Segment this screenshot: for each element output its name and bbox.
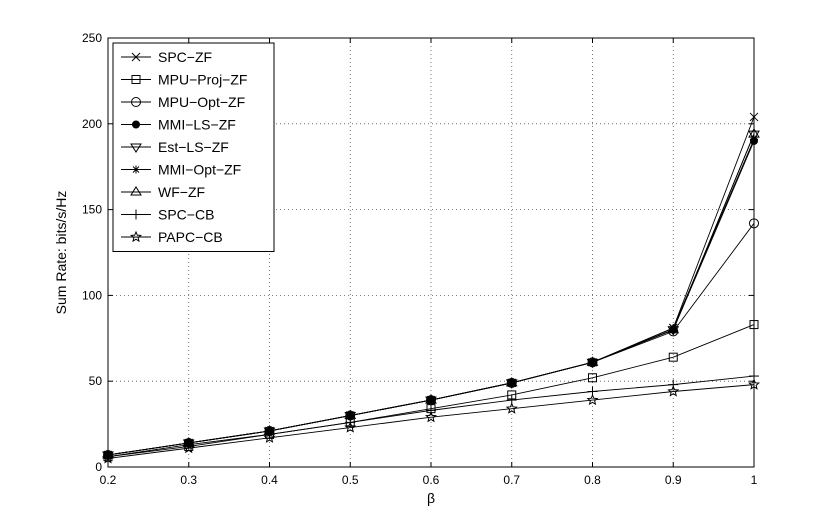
data-point xyxy=(667,323,680,334)
x-tick-label: 0.2 xyxy=(100,473,117,487)
legend-item: WF−ZF xyxy=(121,184,205,200)
y-tick-label: 50 xyxy=(89,374,103,388)
series-layer xyxy=(102,112,760,464)
data-point xyxy=(668,379,679,390)
legend-item: SPC−ZF xyxy=(121,49,212,65)
legend-marker xyxy=(132,120,140,129)
legend-marker xyxy=(130,186,142,196)
legend-item: MPU−Proj−ZF xyxy=(121,72,247,88)
legend-label: MPU−Opt−ZF xyxy=(158,94,245,110)
data-point xyxy=(748,130,760,141)
legend-item: MMI−Opt−ZF xyxy=(121,162,241,178)
legend-marker xyxy=(130,230,142,243)
data-point xyxy=(102,452,114,464)
data-point xyxy=(425,394,437,404)
data-point xyxy=(668,352,678,362)
series-line xyxy=(107,384,755,459)
y-tick-label: 250 xyxy=(82,31,102,45)
legend-marker xyxy=(130,143,142,153)
legend-label: WF−ZF xyxy=(158,184,205,200)
legend-marker xyxy=(131,209,141,220)
y-tick-label: 0 xyxy=(95,460,102,474)
legend-label: MMI−LS−ZF xyxy=(158,117,236,133)
x-tick-label: 0.5 xyxy=(342,473,359,487)
legend-label: Est−LS−ZF xyxy=(158,139,229,155)
legend: SPC−ZF MPU−Proj−ZF MPU−Opt−ZF MMI−LS−ZF Est−… xyxy=(112,42,275,252)
data-point xyxy=(586,393,599,406)
data-point xyxy=(586,356,599,366)
data-point xyxy=(748,128,760,138)
x-tick-label: 0.6 xyxy=(423,473,440,487)
data-point xyxy=(426,405,436,416)
series-star xyxy=(102,378,760,464)
y-axis-label: Sum Rate: bits/s/Hz xyxy=(53,191,69,315)
data-point xyxy=(263,431,276,443)
y-tick-label: 200 xyxy=(82,117,102,131)
legend-marker xyxy=(131,52,141,62)
y-tick-label: 150 xyxy=(82,203,102,217)
data-point xyxy=(749,218,759,229)
data-point xyxy=(749,320,759,330)
axis-ticks: 0.2 0.3 0.4 0.5 0.6 0.7 0.8 0.9 1 0 50 100 150 200 250 xyxy=(82,31,758,487)
data-point xyxy=(749,112,759,122)
x-tick-label: 0.9 xyxy=(665,473,682,487)
legend-item: MPU−Opt−ZF xyxy=(121,94,245,110)
legend-item: SPC−CB xyxy=(121,207,214,223)
x-tick-label: 0.8 xyxy=(584,473,601,487)
legend-item: MMI−LS−ZF xyxy=(121,117,236,133)
data-point xyxy=(748,378,760,390)
x-tick-label: 1 xyxy=(751,473,758,487)
x-tick-label: 0.7 xyxy=(503,473,520,487)
legend-marker xyxy=(131,75,141,84)
x-tick-label: 0.4 xyxy=(261,473,278,487)
series-line xyxy=(107,133,755,456)
legend-label: MMI−Opt−ZF xyxy=(158,162,241,178)
data-point xyxy=(425,410,437,423)
data-point xyxy=(505,376,518,387)
legend-label: SPC−ZF xyxy=(158,49,212,65)
data-point xyxy=(344,421,357,433)
legend-marker xyxy=(131,97,141,107)
legend-label: SPC−CB xyxy=(158,207,214,223)
x-axis-label: β xyxy=(427,490,435,506)
legend-label: PAPC−CB xyxy=(158,229,223,245)
data-point xyxy=(588,373,597,383)
legend-marker xyxy=(132,165,140,174)
data-point xyxy=(182,441,195,454)
legend-item: PAPC−CB xyxy=(121,229,223,245)
data-point xyxy=(505,402,518,414)
legend-item: Est−LS−ZF xyxy=(121,139,229,155)
y-tick-label: 100 xyxy=(82,288,102,302)
data-point xyxy=(667,385,680,397)
x-tick-label: 0.3 xyxy=(180,473,197,487)
legend-label: MPU−Proj−ZF xyxy=(158,72,247,88)
